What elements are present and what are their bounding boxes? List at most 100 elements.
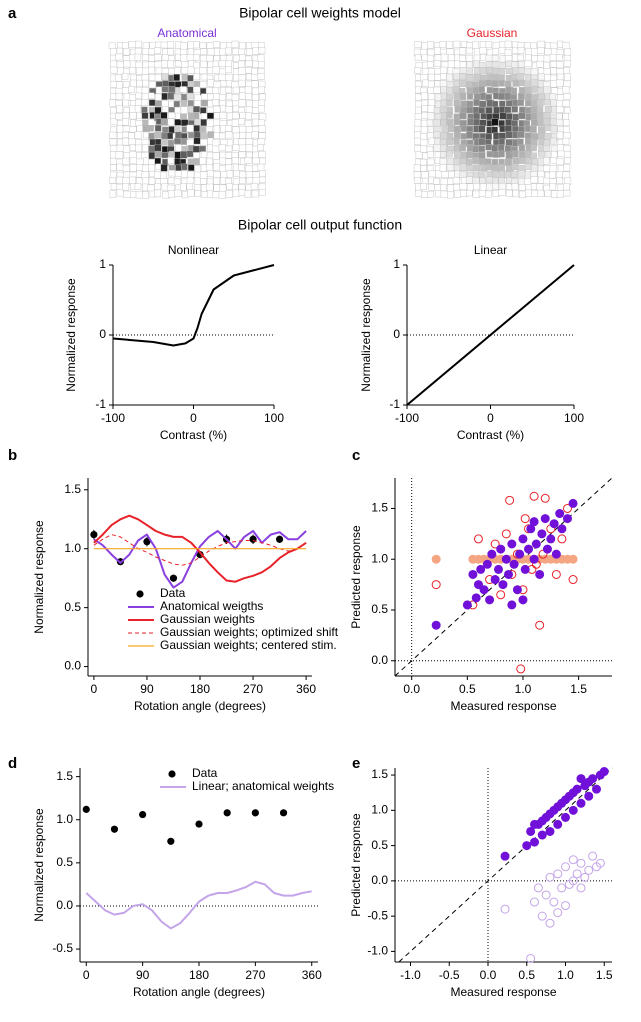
mosaic-cell	[549, 183, 557, 191]
mosaic-cell	[251, 113, 260, 120]
mosaic-cell	[259, 93, 266, 101]
mosaic-cell	[504, 145, 512, 153]
mosaic-cell	[433, 131, 441, 138]
mosaic-cell	[537, 47, 545, 54]
line-series	[406, 264, 575, 406]
y-tick-label: -1	[95, 397, 106, 411]
mosaic-cell	[414, 119, 422, 127]
mosaic-cell	[459, 92, 467, 101]
x-tick-label: 1.0	[557, 968, 574, 982]
y-tick-label: 0.5	[371, 838, 388, 852]
mosaic-cell	[459, 47, 466, 55]
mosaic-cell	[564, 157, 571, 164]
mosaic-cell	[511, 150, 519, 158]
mosaic-cell	[531, 164, 538, 172]
mosaic-cell	[206, 177, 214, 185]
data-point	[90, 530, 98, 539]
mosaic-cell	[232, 126, 240, 134]
mosaic-cell	[511, 125, 519, 133]
y-tick-label: 0	[393, 327, 400, 341]
mosaic-cell	[161, 139, 168, 146]
mosaic-cell	[428, 93, 436, 100]
mosaic-cell	[173, 178, 181, 186]
mosaic-cell	[497, 164, 506, 172]
mosaic-cell	[154, 183, 161, 191]
x-tick-label: 0	[487, 411, 494, 425]
mosaic-cell	[135, 144, 143, 153]
mosaic-cell	[427, 80, 435, 88]
identity-line	[398, 767, 613, 963]
mosaic-cell	[173, 93, 181, 102]
mosaic-cell	[218, 144, 226, 152]
mosaic-cell	[251, 73, 259, 81]
scatter-point	[529, 554, 539, 564]
mosaic-cell	[428, 183, 436, 191]
mosaic-cell	[233, 170, 240, 177]
panel-label: e	[352, 755, 360, 772]
mosaic-cell	[168, 169, 176, 177]
scatter-point	[584, 865, 594, 875]
scatter-point	[518, 595, 528, 605]
mosaic-cell	[142, 183, 149, 192]
mosaic-cell	[564, 106, 571, 114]
mosaic-cell	[505, 118, 513, 127]
mosaic-cell	[143, 131, 150, 139]
scatter-point	[549, 897, 559, 907]
mosaic-cell	[258, 125, 266, 133]
mosaic-cell	[200, 191, 209, 198]
mosaic-cell	[556, 144, 564, 152]
mosaic-cell	[245, 106, 253, 114]
mosaic-cell	[212, 152, 220, 160]
mosaic-cell	[543, 54, 551, 63]
mosaic-cell	[446, 111, 453, 119]
mosaic-cell	[556, 106, 564, 113]
mosaic-cell	[148, 164, 155, 172]
scatter-point	[504, 569, 514, 579]
mosaic-cell	[427, 151, 434, 158]
mosaic-cell	[441, 171, 449, 178]
scatter-point	[576, 798, 586, 808]
mosaic-cell	[550, 67, 557, 75]
mosaic-cell	[187, 41, 194, 49]
mosaic-cell	[181, 61, 189, 68]
mosaic-cell	[556, 118, 564, 126]
mosaic-cell	[232, 48, 240, 55]
scatter-point	[533, 883, 543, 893]
data-point	[169, 574, 178, 582]
mosaic-cell	[434, 93, 442, 101]
mosaic-cell	[207, 79, 215, 87]
mosaic-anatomical	[108, 40, 267, 199]
mosaic-cell	[518, 177, 526, 186]
x-axis-label: Contrast (%)	[457, 428, 524, 442]
mosaic-cell	[200, 73, 208, 81]
mosaic-cell	[232, 100, 239, 107]
mosaic-cell	[492, 41, 500, 50]
mosaic-cell	[109, 190, 117, 198]
mosaic-cell	[434, 47, 441, 55]
mosaic-cell	[480, 112, 488, 120]
mosaic-cell	[218, 60, 227, 67]
y-tick-label: 0.0	[56, 898, 73, 912]
mosaic-cell	[259, 176, 266, 184]
mosaic-cell	[225, 131, 233, 139]
y-axis-label: Predicted response	[349, 525, 363, 629]
mosaic-cell	[460, 67, 468, 74]
mosaic-cell	[420, 92, 428, 100]
mosaic-cell	[226, 93, 233, 101]
mosaic-cell	[446, 41, 453, 49]
mosaic-cell	[530, 106, 538, 113]
mosaic-gaussian	[413, 40, 572, 199]
line-series	[93, 530, 307, 589]
scatter-point	[522, 841, 532, 851]
mosaic-cell	[510, 171, 519, 179]
x-tick-label: 270	[245, 968, 265, 982]
mosaic-cell	[192, 145, 200, 153]
mosaic-cell	[414, 54, 422, 61]
mosaic-cell	[173, 100, 180, 108]
y-tick-label: -1.0	[367, 944, 388, 958]
mosaic-cell	[466, 100, 474, 108]
mosaic-cell	[517, 93, 525, 101]
mosaic-cell	[472, 177, 480, 185]
mosaic-cell	[160, 112, 168, 120]
mosaic-cell	[550, 99, 558, 107]
